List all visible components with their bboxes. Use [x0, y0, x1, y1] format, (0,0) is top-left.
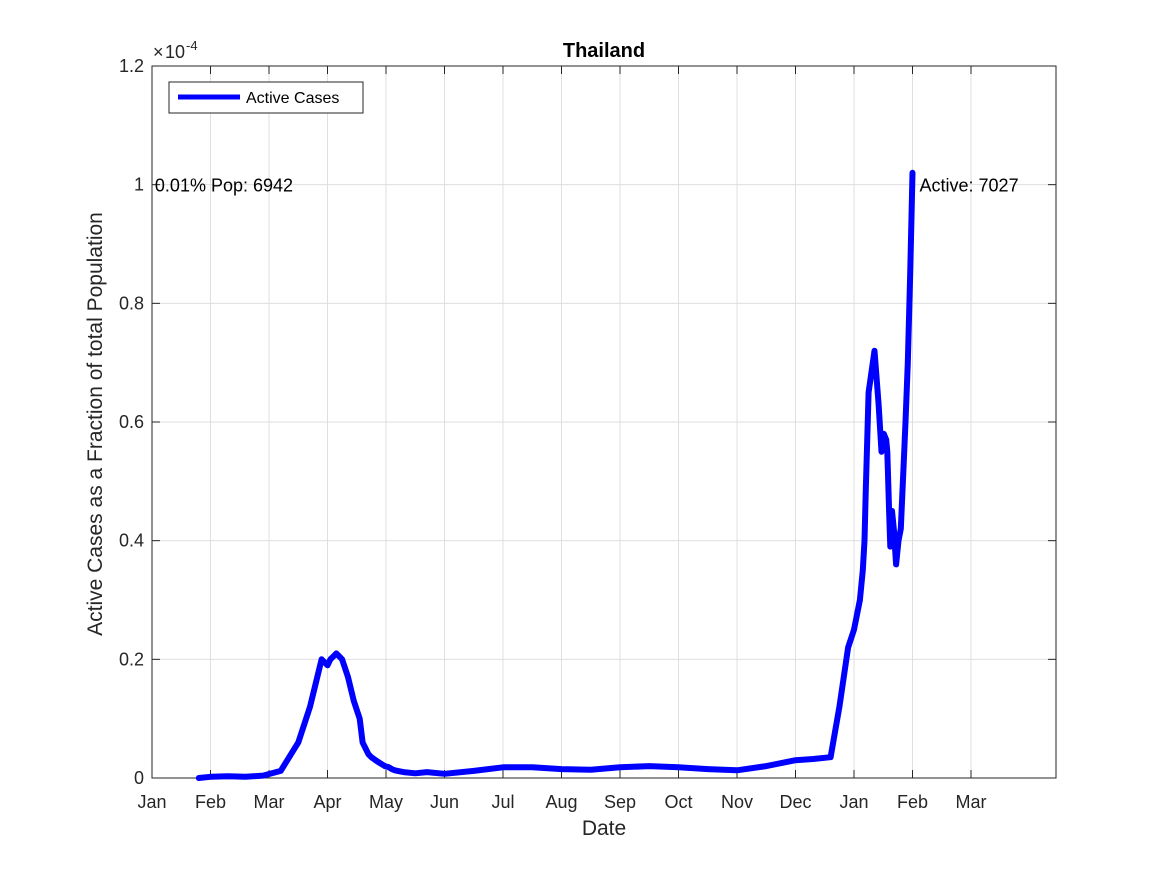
x-tick-labels: Jan Feb Mar Apr May Jun Jul Aug Sep Oct Nov Dec Jan F…: [137, 792, 986, 812]
y-tick-label: 1.2: [119, 56, 144, 76]
legend: Active Cases: [168, 81, 364, 114]
x-tick-label: Mar: [956, 792, 987, 812]
grid-lines: [152, 66, 1056, 778]
x-tick-label: Feb: [195, 792, 226, 812]
annotation-layer: 0.01% Pop: 6942 Active: 7027: [155, 176, 1019, 196]
x-tick-label: Nov: [721, 792, 753, 812]
y-tick-label: 0.8: [119, 293, 144, 313]
y-tick-label: 0: [134, 768, 144, 788]
y-tick-labels: 0 0.2 0.4 0.6 0.8 1 1.2: [119, 56, 144, 788]
x-axis-label: Date: [582, 817, 626, 840]
annotation-population-threshold: 0.01% Pop: 6942: [155, 176, 293, 196]
svg-text:×: ×: [153, 42, 164, 62]
x-tick-label: Feb: [897, 792, 928, 812]
x-tick-label: Jul: [491, 792, 514, 812]
y-exponent-base: 10: [165, 42, 185, 62]
x-tick-label: Jan: [839, 792, 868, 812]
y-tick-label: 0.6: [119, 412, 144, 432]
y-axis-label: Active Cases as a Fraction of total Popu…: [84, 212, 107, 636]
x-tick-label: Jan: [137, 792, 166, 812]
y-tick-label: 0.2: [119, 649, 144, 669]
x-tick-label: Aug: [545, 792, 577, 812]
y-exponent-power: -4: [186, 38, 198, 53]
legend-entry-active-cases: Active Cases: [246, 90, 339, 107]
chart-title: Thailand: [563, 40, 645, 62]
annotation-active-count: Active: 7027: [920, 176, 1019, 196]
x-tick-label: Oct: [664, 792, 692, 812]
x-tick-label: Mar: [254, 792, 285, 812]
x-tick-label: Apr: [313, 792, 341, 812]
series-line-active-cases: [195, 169, 916, 781]
y-tick-label: 0.4: [119, 531, 144, 551]
x-tick-label: Dec: [779, 792, 811, 812]
x-tick-label: Sep: [604, 792, 636, 812]
series-layer: [195, 169, 916, 781]
x-tick-label: Jun: [430, 792, 459, 812]
tick-marks: [151, 65, 1056, 779]
y-tick-label: 1: [134, 175, 144, 195]
x-tick-label: May: [369, 792, 403, 812]
y-exponent: × 10 -4: [153, 38, 198, 62]
